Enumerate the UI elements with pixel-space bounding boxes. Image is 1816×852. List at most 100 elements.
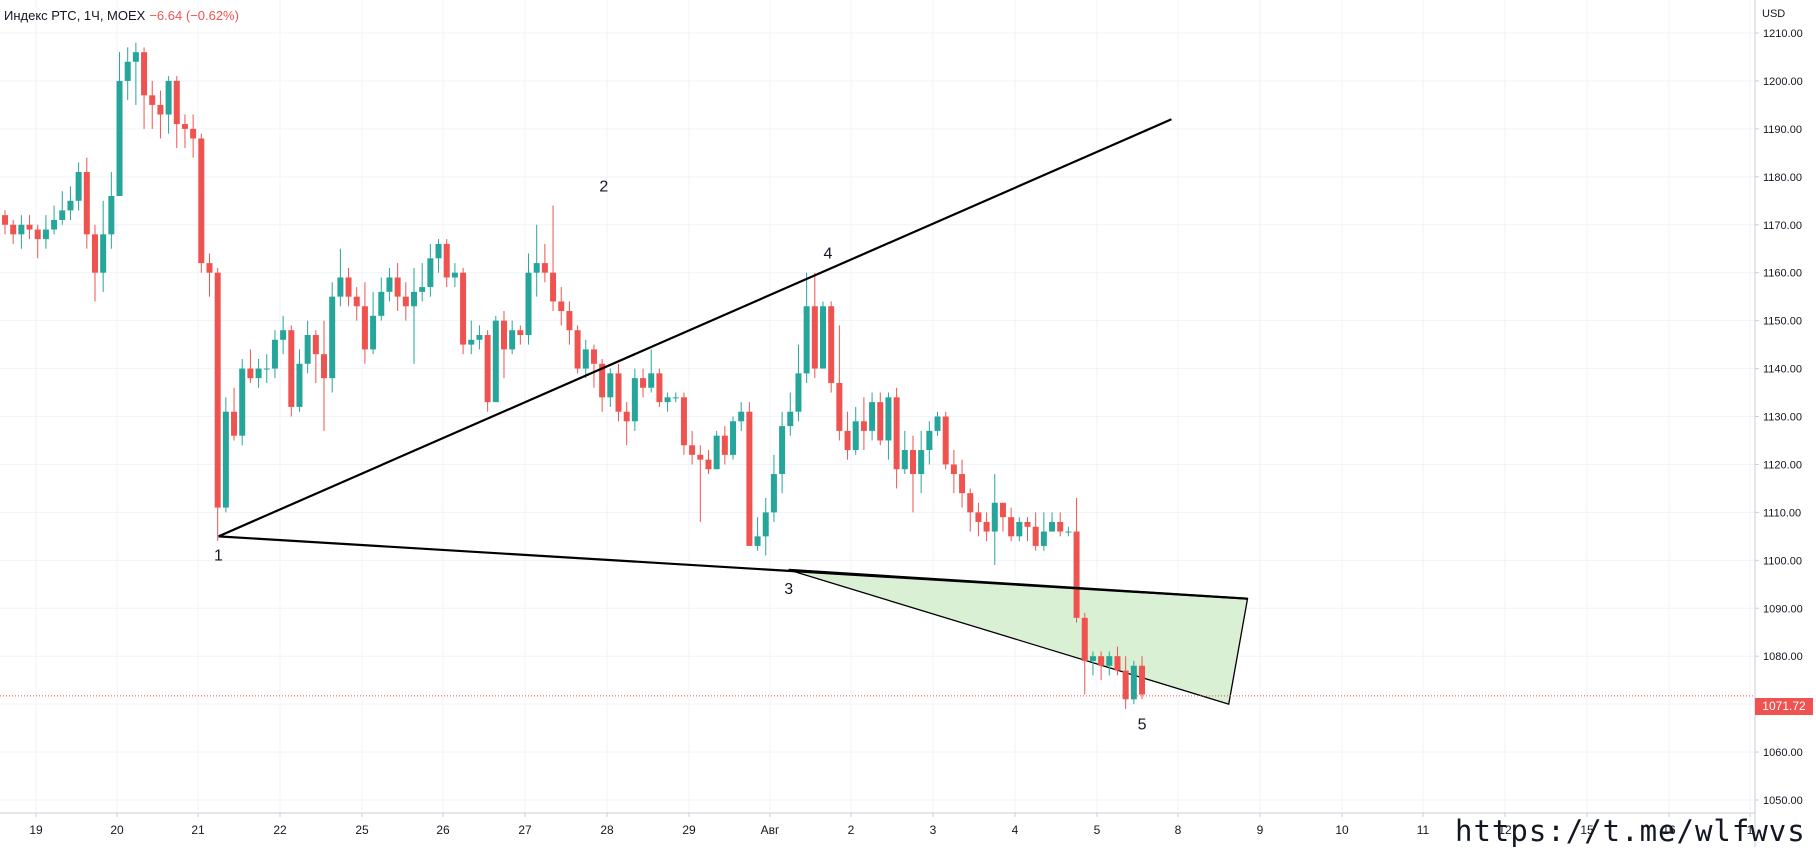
time-tick-label: 9 bbox=[1257, 823, 1264, 837]
candle-body bbox=[631, 378, 638, 422]
candle-body bbox=[263, 368, 270, 370]
candle-body bbox=[26, 224, 33, 230]
candle-body bbox=[762, 512, 769, 537]
candle-body bbox=[803, 306, 810, 374]
candle-body bbox=[304, 335, 311, 364]
watermark-url: https://t.me/wlfwvs bbox=[1455, 814, 1806, 848]
price-tick-label: 1150.00 bbox=[1763, 316, 1802, 328]
symbol-label: Индекс РТС, 1Ч, MOEX bbox=[4, 8, 146, 23]
candle-body bbox=[590, 349, 597, 364]
candle-body bbox=[672, 397, 679, 399]
candle-body bbox=[312, 335, 319, 355]
candle-body bbox=[754, 536, 761, 546]
time-tick-label: 21 bbox=[191, 823, 205, 837]
candle-body bbox=[468, 339, 475, 345]
candle-body bbox=[1098, 656, 1105, 666]
wave-label-5: 5 bbox=[1138, 716, 1147, 733]
symbol-legend[interactable]: Индекс РТС, 1Ч, MOEX −6.64 (−0.62%) bbox=[4, 8, 239, 23]
price-tick-label: 1060.00 bbox=[1763, 747, 1803, 759]
price-tick-label: 1050.00 bbox=[1763, 795, 1803, 807]
candle-body bbox=[901, 450, 908, 470]
trendlines bbox=[0, 118, 1754, 697]
candle-body bbox=[1049, 521, 1056, 532]
candle-body bbox=[656, 373, 663, 403]
candle-body bbox=[680, 397, 687, 446]
candle-body bbox=[1081, 617, 1088, 661]
wave-label-4: 4 bbox=[823, 246, 832, 263]
candle-body bbox=[1016, 521, 1023, 537]
price-tick-label: 1080.00 bbox=[1763, 651, 1803, 663]
price-tick-label: 1090.00 bbox=[1763, 603, 1803, 615]
candle-body bbox=[91, 234, 98, 273]
candle-body bbox=[67, 200, 74, 211]
candle-body bbox=[222, 411, 229, 508]
time-tick-label: 27 bbox=[518, 823, 532, 837]
triangle-zone bbox=[788, 569, 1249, 705]
candle-body bbox=[190, 128, 197, 139]
candle-body bbox=[517, 330, 524, 336]
candle-body bbox=[713, 435, 720, 470]
candle-body bbox=[779, 426, 786, 475]
candle-body bbox=[574, 330, 581, 369]
candle-body bbox=[869, 402, 876, 431]
price-tick-label: 1190.00 bbox=[1763, 124, 1802, 136]
candle-body bbox=[999, 502, 1006, 518]
candle-body bbox=[1073, 531, 1080, 618]
candle-body bbox=[141, 52, 148, 96]
candle-body bbox=[181, 124, 188, 129]
candle-body bbox=[361, 306, 368, 350]
time-tick-label: 4 bbox=[1012, 823, 1019, 837]
candle-body bbox=[247, 368, 254, 379]
last-price-tag: 1071.72 bbox=[1755, 698, 1813, 715]
triangle-zone-shape bbox=[788, 569, 1249, 705]
candle-body bbox=[795, 373, 802, 412]
time-tick-label: 20 bbox=[110, 823, 124, 837]
candle-body bbox=[640, 378, 647, 388]
time-tick-label: 15 bbox=[1580, 823, 1594, 837]
candle-body bbox=[271, 339, 278, 369]
candle-body bbox=[476, 335, 483, 340]
candle-body bbox=[337, 277, 344, 297]
candle-body bbox=[787, 411, 794, 427]
candle-body bbox=[157, 104, 164, 115]
time-tick-label: Авг bbox=[761, 823, 780, 837]
candle-body bbox=[877, 402, 884, 441]
time-tick-label: 3 bbox=[930, 823, 937, 837]
price-tick-label: 1100.00 bbox=[1763, 555, 1802, 567]
wave-label-1: 1 bbox=[214, 547, 223, 564]
time-tick-label: 26 bbox=[436, 823, 450, 837]
time-tick-label: 8 bbox=[1175, 823, 1182, 837]
trendline bbox=[218, 118, 1172, 538]
candle-body bbox=[296, 363, 303, 407]
time-tick-label: 22 bbox=[273, 823, 287, 837]
time-tick-label: 1 bbox=[1747, 823, 1754, 837]
candle-body bbox=[83, 172, 90, 235]
candle-body bbox=[959, 474, 966, 494]
candle-body bbox=[206, 263, 213, 273]
price-tick-label: 1160.00 bbox=[1763, 268, 1802, 280]
candle-body bbox=[173, 80, 180, 125]
candle-body bbox=[1040, 531, 1047, 546]
price-tick-label: 1120.00 bbox=[1763, 459, 1802, 471]
candle-body bbox=[705, 459, 712, 470]
candle-body bbox=[909, 450, 916, 475]
candle-body bbox=[885, 397, 892, 441]
price-tick-label: 1130.00 bbox=[1763, 412, 1802, 424]
candle-body bbox=[370, 315, 377, 350]
candle-body bbox=[1122, 670, 1129, 700]
candle-body bbox=[533, 263, 540, 273]
candle-body bbox=[214, 272, 221, 508]
candle-body bbox=[615, 373, 622, 412]
candle-body bbox=[1089, 656, 1096, 661]
candle-body bbox=[460, 272, 467, 345]
candle-body bbox=[770, 474, 777, 513]
candle-body bbox=[689, 445, 696, 455]
grid bbox=[0, 0, 1754, 812]
price-tick-label: 1170.00 bbox=[1763, 220, 1802, 232]
currency-label[interactable]: USD bbox=[1762, 8, 1786, 20]
candle-body bbox=[1130, 665, 1137, 700]
candle-body bbox=[149, 95, 156, 105]
